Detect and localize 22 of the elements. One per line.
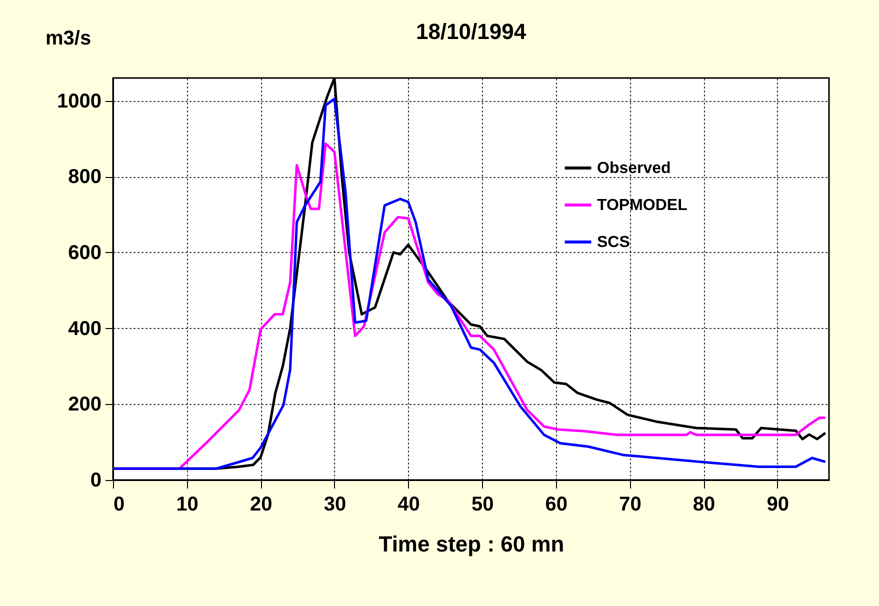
x-tick-label: 0: [114, 494, 125, 516]
y-tick-label: 400: [68, 318, 102, 340]
y-tick-label: 0: [90, 470, 102, 492]
y-axis-title: m3/s: [46, 28, 92, 50]
chart-title: 18/10/1994: [416, 19, 527, 44]
x-tick-label: 80: [692, 494, 716, 516]
legend-label: TOPMODEL: [597, 197, 688, 214]
x-tick-label: 10: [176, 494, 198, 516]
legend-label: Observed: [597, 160, 671, 177]
x-tick-label: 60: [545, 494, 568, 516]
x-tick-label: 40: [398, 494, 420, 516]
y-tick-label: 600: [68, 242, 102, 264]
x-tick-label: 20: [250, 494, 272, 516]
x-tick-label: 30: [324, 494, 346, 516]
x-axis-title: Time step : 60 mn: [378, 532, 564, 556]
x-tick-label: 70: [619, 494, 642, 516]
y-tick-label: 1000: [57, 90, 102, 112]
x-tick-label: 50: [471, 494, 494, 516]
y-tick-label: 800: [68, 166, 102, 188]
y-tick-label: 200: [68, 394, 102, 416]
legend-label: SCS: [597, 234, 630, 251]
x-tick-label: 90: [766, 494, 789, 516]
